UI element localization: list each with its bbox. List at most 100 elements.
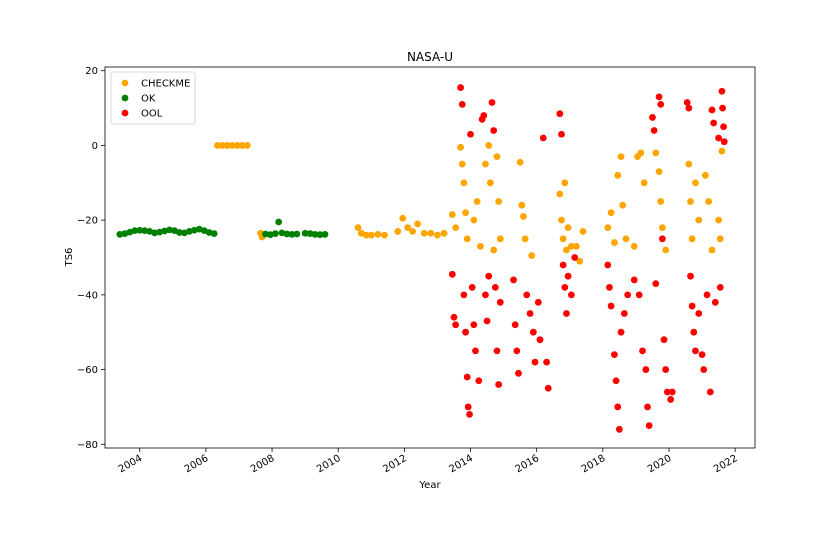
data-point [493,347,501,355]
data-point [668,388,676,396]
data-point [706,388,714,396]
data-point [720,138,728,146]
data-point [460,179,468,187]
data-point [703,291,711,299]
data-point [495,381,503,388]
legend-label: OOL [141,109,163,120]
data-point [515,369,522,377]
data-point [214,142,221,149]
data-point [637,149,645,157]
data-point [719,104,726,112]
data-point [293,230,301,238]
y-tick-label: −80 [77,440,98,451]
data-point [667,396,675,403]
data-point [311,230,319,238]
data-point [568,242,575,250]
data-point [482,291,489,299]
data-point [470,216,478,224]
data-point [710,119,718,127]
y-tick-label: 20 [85,66,98,77]
data-point [563,246,570,254]
data-point [420,229,428,237]
data-point [467,130,474,138]
data-point [718,147,726,155]
data-points [116,84,728,433]
axes-frame [104,66,756,449]
data-point [496,235,504,243]
data-point [470,321,478,329]
data-point [458,160,466,168]
data-point [630,276,638,284]
data-point [622,235,630,243]
legend: CHECKME OK OOL [110,71,196,125]
data-point [367,231,375,239]
data-point [141,227,149,235]
data-point [448,270,456,278]
data-point [617,328,625,336]
data-point [414,220,421,228]
data-point [473,198,481,205]
data-point [354,224,362,232]
data-point [559,235,567,243]
data-point [607,209,615,217]
data-point [448,211,456,218]
data-point [716,283,724,291]
data-point [663,388,671,396]
data-point [452,224,460,232]
data-point [660,336,668,344]
data-point [655,168,663,175]
data-point [642,366,650,373]
data-point [652,149,660,157]
data-point [490,246,498,254]
data-point [520,213,527,220]
data-point [662,246,670,254]
data-point [658,224,666,232]
y-tick-label: 0 [92,141,98,152]
data-point [495,198,503,205]
data-point [700,366,708,373]
data-point [462,328,469,336]
data-point [176,229,183,236]
data-point [466,410,473,418]
data-point [301,229,309,237]
series-ool [448,84,728,433]
data-point [460,291,468,299]
data-point [404,224,412,232]
data-point [604,261,612,269]
data-point [528,252,536,260]
data-point [711,298,719,306]
data-point [615,425,623,433]
data-point [685,104,693,112]
data-point [708,106,716,114]
data-point [604,224,612,232]
data-point [558,130,565,138]
series-checkme [214,142,726,265]
data-point [531,358,539,366]
data-point [690,328,698,336]
data-point [619,201,627,209]
data-point [536,336,544,344]
data-point [381,231,388,239]
data-point [485,272,493,280]
plot-area [116,84,728,433]
data-point [561,179,569,187]
legend-marker [121,79,129,87]
data-point [493,153,501,161]
data-point [695,216,703,224]
data-point [558,216,565,224]
data-point [649,114,656,121]
data-point [223,142,231,149]
data-point [440,229,448,237]
data-point [468,283,476,291]
data-point [658,235,666,243]
data-point [228,142,236,149]
data-point [687,272,694,280]
data-point [491,283,499,291]
data-point [579,227,587,235]
data-point [692,347,699,355]
data-point [635,291,643,299]
data-point [657,198,665,205]
data-point [510,276,517,284]
data-point [687,198,694,205]
